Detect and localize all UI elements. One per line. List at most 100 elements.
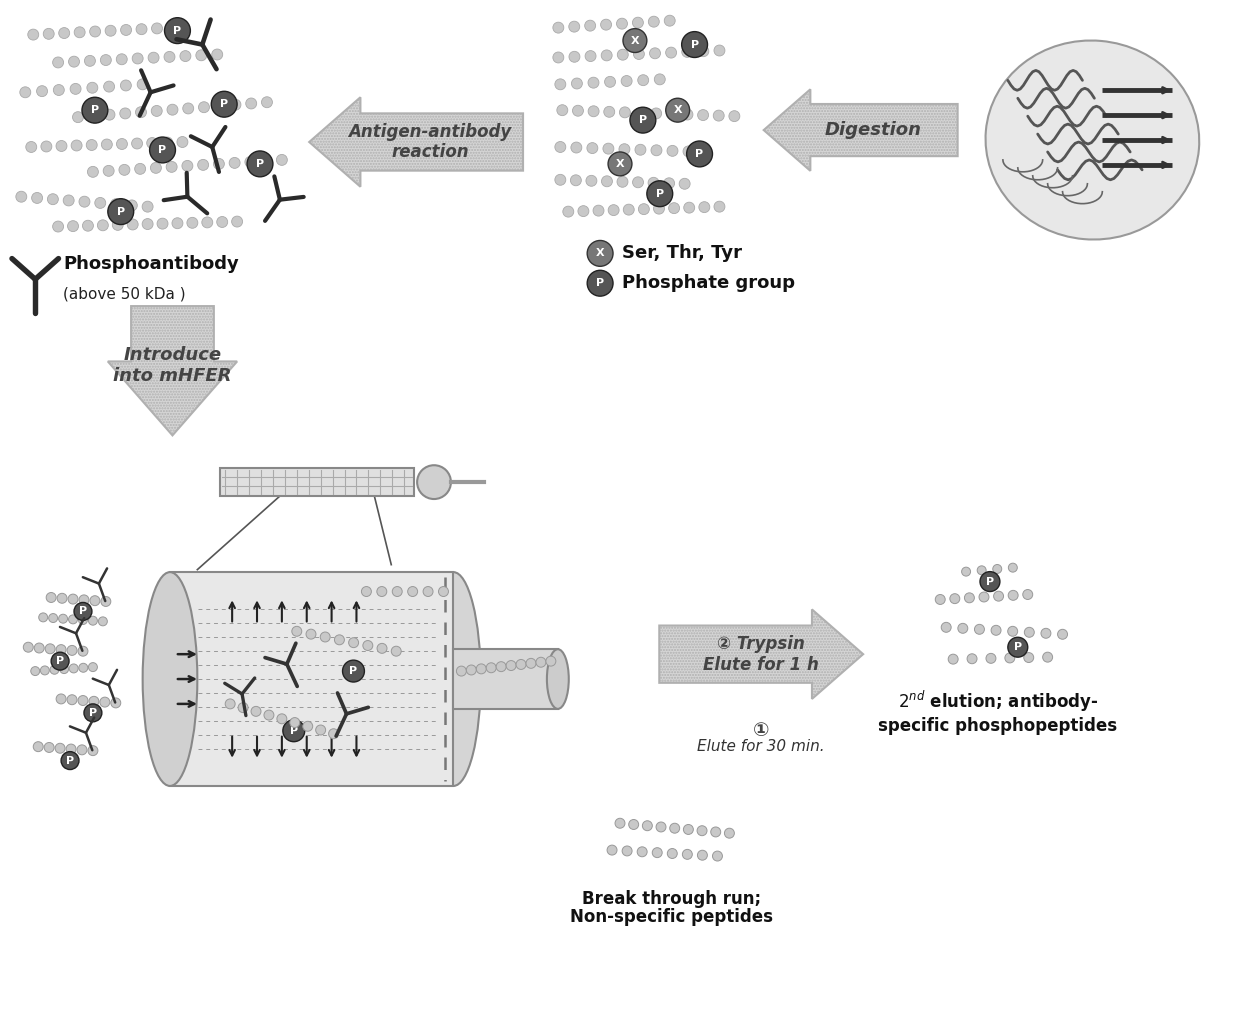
Circle shape (682, 849, 692, 860)
Circle shape (456, 667, 466, 676)
Circle shape (126, 200, 138, 211)
Circle shape (262, 97, 273, 108)
Circle shape (100, 697, 110, 707)
Circle shape (1023, 590, 1033, 600)
Circle shape (618, 177, 627, 187)
Circle shape (683, 824, 693, 834)
Circle shape (363, 640, 373, 650)
Circle shape (74, 27, 86, 37)
Circle shape (229, 158, 241, 169)
Circle shape (975, 624, 985, 634)
Circle shape (630, 107, 656, 133)
Circle shape (88, 616, 98, 625)
Circle shape (79, 664, 88, 673)
Text: ② Trypsin
Elute for 1 h: ② Trypsin Elute for 1 h (703, 634, 820, 674)
Circle shape (622, 846, 632, 855)
Text: Antigen-antibody
reaction: Antigen-antibody reaction (348, 122, 512, 162)
Circle shape (105, 25, 117, 36)
Circle shape (250, 706, 260, 716)
Circle shape (151, 105, 162, 116)
Circle shape (635, 144, 646, 156)
Circle shape (647, 181, 673, 207)
Circle shape (37, 86, 47, 97)
Circle shape (67, 645, 77, 655)
Text: P: P (89, 708, 97, 718)
Circle shape (935, 595, 945, 604)
Text: X: X (616, 159, 624, 169)
Circle shape (516, 660, 526, 670)
Circle shape (78, 615, 88, 624)
Circle shape (120, 80, 131, 91)
Text: (above 50 kDa ): (above 50 kDa ) (63, 286, 186, 301)
Circle shape (600, 19, 611, 30)
Circle shape (553, 52, 564, 63)
Circle shape (58, 27, 69, 38)
Bar (221, 469, 414, 496)
Circle shape (656, 822, 666, 832)
Text: P: P (639, 115, 647, 125)
Circle shape (67, 220, 78, 231)
Circle shape (605, 77, 615, 87)
Circle shape (377, 643, 387, 653)
Text: P: P (174, 25, 181, 35)
Circle shape (977, 566, 986, 575)
Circle shape (226, 699, 236, 709)
Circle shape (546, 656, 556, 667)
Circle shape (117, 54, 128, 65)
Circle shape (67, 695, 77, 705)
Circle shape (196, 49, 207, 61)
Circle shape (650, 47, 661, 59)
Circle shape (133, 53, 143, 64)
Text: P: P (350, 666, 357, 676)
Circle shape (79, 196, 91, 207)
Bar (170, 572, 454, 786)
Circle shape (110, 199, 122, 210)
Circle shape (1008, 564, 1017, 572)
Circle shape (146, 137, 157, 148)
Circle shape (698, 110, 708, 120)
Circle shape (138, 79, 148, 90)
Circle shape (570, 142, 582, 153)
Text: P: P (56, 656, 64, 667)
Circle shape (616, 18, 627, 29)
Circle shape (56, 644, 66, 654)
Text: P: P (66, 755, 74, 766)
Circle shape (16, 191, 27, 202)
Circle shape (642, 821, 652, 830)
Circle shape (620, 107, 630, 118)
Circle shape (113, 219, 123, 230)
Ellipse shape (547, 649, 569, 709)
Circle shape (88, 110, 99, 121)
Circle shape (663, 178, 675, 189)
Circle shape (587, 176, 596, 186)
Circle shape (666, 47, 677, 58)
Circle shape (320, 632, 330, 642)
Circle shape (215, 100, 226, 111)
Circle shape (58, 614, 67, 623)
Circle shape (526, 659, 536, 669)
Circle shape (587, 142, 598, 154)
Circle shape (164, 52, 175, 63)
Circle shape (41, 141, 52, 152)
Text: X: X (631, 35, 640, 45)
Circle shape (162, 137, 172, 148)
Circle shape (117, 138, 128, 149)
Circle shape (554, 175, 565, 185)
Circle shape (961, 568, 971, 576)
Circle shape (993, 591, 1003, 601)
Circle shape (104, 109, 115, 120)
Circle shape (180, 50, 191, 62)
Circle shape (31, 667, 40, 676)
Circle shape (392, 587, 402, 597)
Circle shape (335, 635, 345, 644)
Circle shape (553, 22, 564, 33)
Circle shape (150, 137, 175, 163)
Circle shape (651, 144, 662, 156)
Circle shape (120, 108, 130, 119)
Circle shape (89, 696, 99, 706)
Circle shape (98, 617, 108, 626)
Circle shape (41, 666, 50, 675)
Circle shape (108, 199, 134, 224)
Circle shape (588, 77, 599, 88)
Circle shape (986, 653, 996, 664)
